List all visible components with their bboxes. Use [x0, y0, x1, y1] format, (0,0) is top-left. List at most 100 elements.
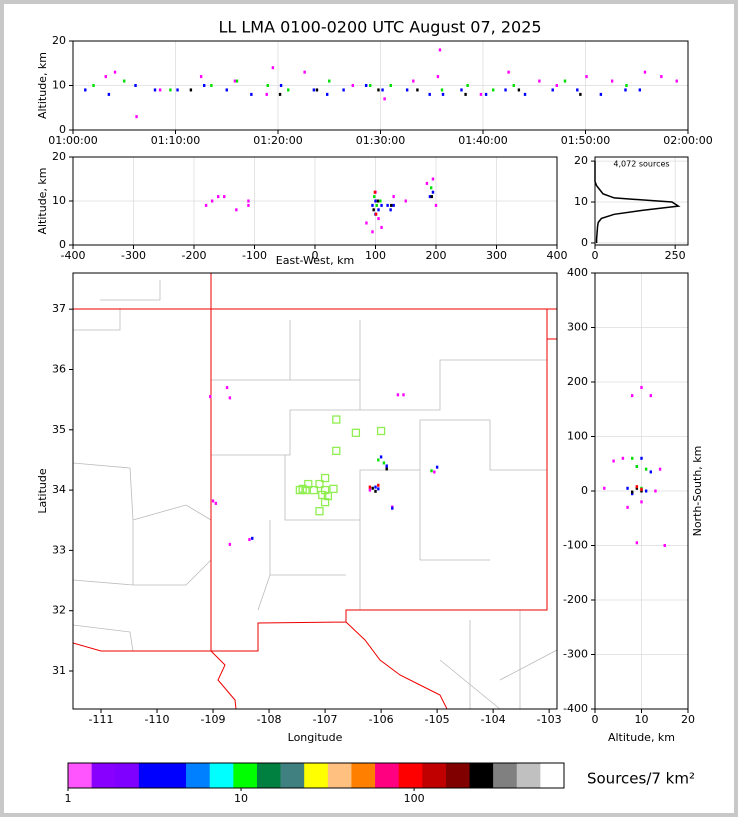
x-tick-label: 250	[665, 249, 686, 262]
source-point	[386, 203, 389, 207]
source-point	[621, 456, 625, 460]
source-point	[379, 455, 383, 459]
source-point	[368, 485, 372, 489]
x-tick-label: -111	[89, 713, 114, 726]
source-point	[225, 386, 229, 390]
x-tick-label: 01:30:00	[356, 134, 405, 147]
source-point	[460, 88, 463, 92]
y-tick-label: 0	[581, 484, 588, 497]
source-point	[658, 467, 662, 471]
source-point	[203, 84, 206, 87]
station	[332, 415, 341, 424]
source-point	[223, 195, 226, 199]
station	[329, 484, 338, 494]
source-point	[585, 75, 588, 79]
source-count: 4,072 sources	[613, 160, 669, 169]
y-tick-label: 32	[52, 604, 66, 617]
x-tick-label: -300	[121, 249, 146, 262]
x-tick-label: -109	[201, 713, 226, 726]
source-point	[663, 544, 666, 547]
source-point	[247, 199, 250, 203]
source-point	[434, 203, 438, 207]
map-boundaries	[73, 273, 557, 709]
source-point	[390, 203, 393, 207]
source-point	[351, 84, 355, 87]
x-tick-label: 01:20:00	[253, 134, 302, 147]
y-tick-label: -400	[563, 702, 588, 715]
colorbar-cell	[493, 763, 518, 788]
y-tick-label: 37	[52, 302, 66, 315]
x-axis-label: Altitude, km	[608, 731, 675, 744]
source-point	[492, 88, 495, 92]
y-tick-label: 10	[52, 194, 66, 207]
source-point	[380, 203, 383, 207]
source-point	[402, 393, 405, 397]
source-point	[640, 500, 643, 504]
source-point	[381, 88, 384, 92]
source-point	[389, 84, 392, 87]
source-point	[374, 489, 377, 493]
x-tick-label: 200	[426, 249, 447, 262]
source-point	[233, 79, 237, 83]
source-point	[369, 84, 372, 87]
source-point	[412, 79, 415, 83]
y-tick-label: 0	[59, 238, 66, 251]
y-axis-label: Altitude, km	[36, 52, 49, 119]
source-point	[328, 79, 331, 83]
source-point	[248, 538, 251, 542]
colorbar-cell	[351, 763, 376, 788]
station	[376, 426, 386, 436]
y-tick-label: -200	[563, 593, 588, 606]
source-point	[635, 486, 639, 490]
y-axis-label: North-South, km	[691, 446, 704, 537]
chart-title: LL LMA 0100-0200 UTC August 07, 2025	[218, 18, 541, 37]
x-tick-label: 01:50:00	[561, 134, 610, 147]
x-tick-label: -110	[145, 713, 170, 726]
county-lines	[73, 280, 557, 709]
plot-frame	[72, 40, 689, 131]
colorbar-cell	[327, 763, 352, 788]
source-point	[512, 84, 515, 87]
source-point	[428, 92, 431, 96]
source-point	[385, 467, 388, 471]
source-point	[612, 459, 615, 463]
source-point	[265, 92, 268, 96]
station	[295, 485, 305, 495]
source-point	[416, 88, 419, 92]
source-point	[644, 489, 648, 493]
source-point	[373, 195, 376, 199]
y-axis-label: Altitude, km	[36, 167, 49, 234]
y-tick-label: 0	[59, 123, 66, 136]
y-tick-label: 20	[574, 154, 588, 167]
source-point	[441, 92, 445, 96]
source-point	[392, 195, 395, 199]
y-tick-label: 36	[52, 362, 66, 375]
figure-background	[4, 4, 734, 813]
source-point	[538, 79, 541, 83]
source-point	[635, 541, 639, 545]
source-point	[364, 84, 368, 87]
x-tick-label: -104	[481, 713, 506, 726]
station	[309, 485, 319, 495]
x-tick-label: 400	[547, 249, 568, 262]
source-point	[631, 492, 634, 496]
source-point	[576, 88, 579, 92]
source-point	[189, 88, 193, 92]
source-point	[134, 84, 137, 87]
source-point	[383, 97, 386, 101]
x-axis-label: Longitude	[288, 731, 343, 744]
x-tick-label: 0	[592, 713, 599, 726]
source-point	[382, 461, 386, 465]
station	[351, 428, 361, 437]
station	[332, 446, 341, 456]
source-point	[631, 490, 634, 494]
x-tick-label: -200	[182, 249, 207, 262]
colorbar-cell	[445, 763, 470, 788]
source-point	[371, 230, 374, 234]
source-point	[278, 92, 282, 96]
source-point	[375, 203, 378, 207]
station	[304, 479, 313, 489]
source-point	[466, 84, 469, 87]
station	[315, 479, 324, 489]
source-point	[104, 75, 107, 79]
